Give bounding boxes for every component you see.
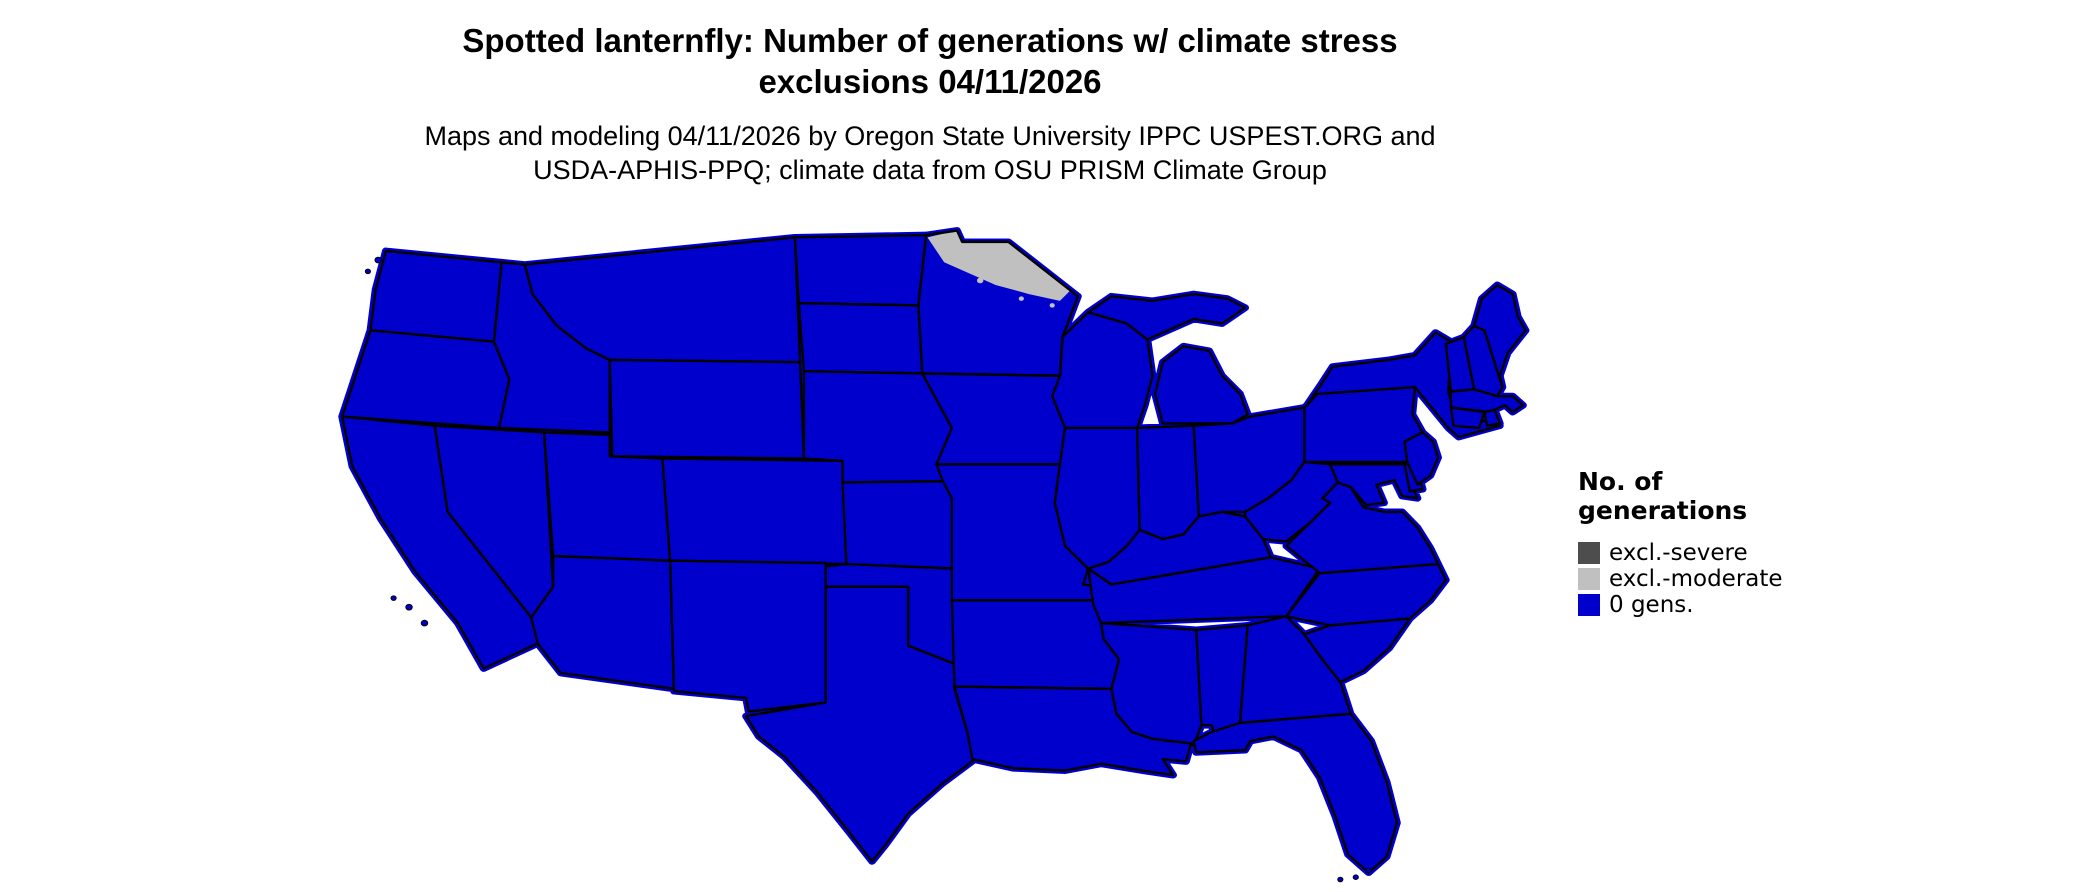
legend-item-excl-severe: excl.-severe [1578,540,1783,566]
state-washington [370,251,501,342]
island [1338,877,1343,882]
legend-swatch-excl-severe [1578,541,1600,564]
legend-swatch-0-gens [1578,593,1600,616]
plot-subtitle-line-1: Maps and modeling 04/11/2026 by Oregon S… [424,121,1436,151]
plot-title-line-1: Spotted lanternfly: Number of generation… [462,22,1398,59]
island [365,269,370,274]
island [391,596,396,601]
exclusion-speck [1049,303,1055,308]
state-michigan-lower-peninsula [1155,346,1248,423]
legend-title-line-1: No. of [1578,467,1663,496]
state-michigan-upper-peninsula [1088,294,1245,339]
state-west-virginia [1245,462,1338,541]
exclusion-region-northern-minnesota [927,230,1071,301]
map-states [342,231,1525,873]
state-indiana [1137,426,1199,539]
plot-subtitle: Maps and modeling 04/11/2026 by Oregon S… [130,120,1730,188]
legend-label-excl-severe: excl.-severe [1609,539,1748,566]
exclusion-speck [976,277,984,284]
state-new-mexico [670,561,826,712]
state-kansas [843,481,955,568]
island [1353,875,1358,880]
state-tennessee [1088,557,1320,623]
state-colorado [662,459,846,565]
legend-title: No. of generations [1578,467,1783,526]
plot-subtitle-line-2: USDA-APHIS-PPQ; climate data from OSU PR… [533,154,1327,185]
legend-item-0-gens: 0 gens. [1578,592,1783,618]
plot-title-line-2: exclusions 04/11/2026 [758,63,1102,101]
state-arkansas [952,600,1119,688]
state-north-dakota [795,235,926,305]
legend-swatch-excl-moderate [1578,567,1600,590]
state-texas [746,587,975,862]
legend-item-excl-moderate: excl.-moderate [1578,566,1783,592]
state-new-jersey [1405,432,1438,484]
state-north-carolina [1286,564,1446,625]
state-rhode-island [1484,410,1499,426]
state-oregon [342,330,509,428]
legend-title-line-2: generations [1578,495,1748,525]
island [375,257,381,263]
island [421,620,427,626]
island [1366,868,1371,873]
map-legend: No. of generations excl.-severe excl.-mo… [1578,467,1783,618]
legend-label-0-gens: 0 gens. [1609,591,1694,618]
state-florida [1194,714,1397,873]
state-arizona [531,556,674,689]
state-connecticut [1451,408,1484,428]
state-wyoming [610,360,804,459]
exclusion-speck [1018,296,1024,301]
state-south-dakota [799,303,922,373]
island [406,604,412,610]
map-islands [365,257,1371,882]
plot-title: Spotted lanternfly: Number of generation… [130,20,1730,103]
exclusion-overlay [918,231,1078,376]
legend-label-excl-moderate: excl.-moderate [1609,565,1783,592]
us-map [338,227,1530,884]
state-maine [1474,285,1525,387]
minnesota-border-restroke [918,231,1078,376]
